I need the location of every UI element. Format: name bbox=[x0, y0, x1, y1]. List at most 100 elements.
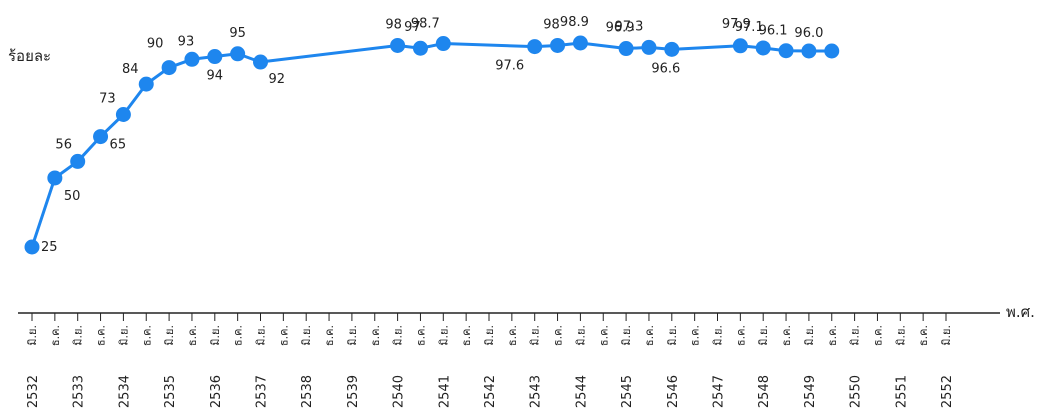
x-tick-label-period: มิ.ย. bbox=[117, 325, 130, 346]
x-tick-label-year: 2538 bbox=[300, 375, 315, 408]
x-tick-label-period: มิ.ย. bbox=[437, 325, 450, 346]
data-label: 56 bbox=[55, 137, 72, 152]
x-tick-label-period: มิ.ย. bbox=[209, 325, 222, 346]
x-tick-label-period: ธ.ค. bbox=[552, 325, 565, 346]
data-point bbox=[550, 37, 566, 53]
data-label: 96.1 bbox=[759, 24, 788, 39]
x-tick-label-year: 2532 bbox=[26, 375, 41, 408]
data-point bbox=[824, 43, 840, 59]
x-tick-label-period: มิ.ย. bbox=[620, 325, 633, 346]
x-tick-label-year: 2535 bbox=[163, 375, 178, 408]
x-tick-label-period: ธ.ค. bbox=[369, 325, 382, 346]
x-tick-label-period: ธ.ค. bbox=[186, 325, 199, 346]
data-point bbox=[161, 60, 177, 76]
x-tick-label-year: 2550 bbox=[849, 375, 864, 408]
x-tick-label-period: ธ.ค. bbox=[506, 325, 519, 346]
x-tick-label-year: 2537 bbox=[255, 375, 270, 408]
data-label: 92 bbox=[269, 72, 286, 87]
x-tick-label-year: 2552 bbox=[940, 375, 955, 408]
data-point bbox=[801, 43, 817, 59]
x-tick-label-period: ธ.ค. bbox=[277, 325, 290, 346]
x-tick-label-year: 2545 bbox=[620, 375, 635, 408]
x-tick-label-period: มิ.ย. bbox=[300, 325, 313, 346]
x-tick-label-period: ธ.ค. bbox=[460, 325, 473, 346]
x-tick-label-period: มิ.ย. bbox=[483, 325, 496, 346]
x-tick-label-period: ธ.ค. bbox=[140, 325, 153, 346]
data-point bbox=[755, 40, 771, 56]
x-tick-label-period: มิ.ย. bbox=[757, 325, 770, 346]
data-label: 50 bbox=[64, 189, 81, 204]
data-point bbox=[184, 51, 200, 67]
data-point bbox=[70, 153, 86, 169]
y-axis-label: ร้อยละ bbox=[8, 47, 52, 65]
data-label: 98.7 bbox=[411, 17, 440, 32]
data-label: 73 bbox=[99, 91, 116, 106]
data-point bbox=[47, 170, 63, 186]
x-tick-label-year: 2533 bbox=[72, 375, 87, 408]
data-label: 95 bbox=[229, 26, 246, 41]
data-point bbox=[572, 35, 588, 51]
x-tick-label-year: 2536 bbox=[209, 375, 224, 408]
x-tick-label-year: 2543 bbox=[529, 375, 544, 408]
x-tick-label-year: 2548 bbox=[757, 375, 772, 408]
x-tick-label-period: มิ.ย. bbox=[712, 325, 725, 346]
x-tick-label-period: ธ.ค. bbox=[734, 325, 747, 346]
x-tick-label-period: มิ.ย. bbox=[26, 325, 39, 346]
data-label: 96.6 bbox=[651, 61, 680, 76]
data-point bbox=[664, 41, 680, 57]
data-label: 98.9 bbox=[560, 15, 589, 30]
x-tick-label-period: ธ.ค. bbox=[780, 325, 793, 346]
x-tick-label-year: 2546 bbox=[666, 375, 681, 408]
data-point bbox=[435, 36, 451, 52]
x-tick-label-period: มิ.ย. bbox=[72, 325, 85, 346]
data-label: 97.9 bbox=[722, 17, 751, 32]
x-tick-label-period: ธ.ค. bbox=[414, 325, 427, 346]
data-label: 90 bbox=[147, 37, 164, 52]
x-tick-label-period: ธ.ค. bbox=[597, 325, 610, 346]
data-point bbox=[412, 40, 428, 56]
x-tick-label-period: มิ.ย. bbox=[849, 325, 862, 346]
data-label: 98 bbox=[385, 17, 402, 32]
x-tick-label-period: ธ.ค. bbox=[232, 325, 245, 346]
data-point bbox=[207, 49, 223, 65]
data-point bbox=[778, 43, 794, 59]
data-point bbox=[230, 46, 246, 62]
data-point bbox=[732, 38, 748, 54]
x-tick-label-year: 2542 bbox=[483, 375, 498, 408]
x-tick-label-period: ธ.ค. bbox=[95, 325, 108, 346]
x-tick-label-period: มิ.ย. bbox=[666, 325, 679, 346]
x-tick-label-period: ธ.ค. bbox=[871, 325, 884, 346]
data-point bbox=[527, 39, 543, 55]
data-point bbox=[115, 106, 131, 122]
series-line bbox=[30, 41, 832, 248]
x-tick-label-period: มิ.ย. bbox=[894, 325, 907, 346]
x-tick-label-period: มิ.ย. bbox=[255, 325, 268, 346]
data-point bbox=[138, 76, 154, 92]
x-tick-label-year: 2547 bbox=[712, 375, 727, 408]
x-tick-label-period: ธ.ค. bbox=[49, 325, 62, 346]
x-tick-label-year: 2534 bbox=[117, 375, 132, 408]
data-point bbox=[390, 37, 406, 53]
data-label: 65 bbox=[110, 138, 127, 153]
data-label: 96.9 bbox=[606, 21, 635, 36]
x-tick-label-period: มิ.ย. bbox=[346, 325, 359, 346]
x-tick-label-year: 2539 bbox=[346, 375, 361, 408]
x-tick-label-period: ธ.ค. bbox=[917, 325, 930, 346]
data-label: 25 bbox=[41, 240, 58, 255]
x-tick-label-year: 2544 bbox=[574, 375, 589, 408]
data-label: 97.6 bbox=[495, 59, 524, 74]
x-tick-label-period: มิ.ย. bbox=[574, 325, 587, 346]
data-label: 93 bbox=[178, 34, 195, 49]
x-tick-label-period: มิ.ย. bbox=[803, 325, 816, 346]
data-label: 98 bbox=[543, 17, 560, 32]
x-tick-label-period: มิ.ย. bbox=[940, 325, 953, 346]
data-label: 94 bbox=[207, 69, 224, 84]
x-tick-label-period: ธ.ค. bbox=[826, 325, 839, 346]
data-point bbox=[641, 39, 657, 55]
x-tick-label-year: 2540 bbox=[392, 375, 407, 408]
x-tick-label-year: 2551 bbox=[894, 375, 909, 408]
x-tick-label-period: ธ.ค. bbox=[643, 325, 656, 346]
data-label: 97.3 bbox=[614, 19, 643, 34]
x-axis-label: พ.ศ. bbox=[1006, 303, 1035, 321]
